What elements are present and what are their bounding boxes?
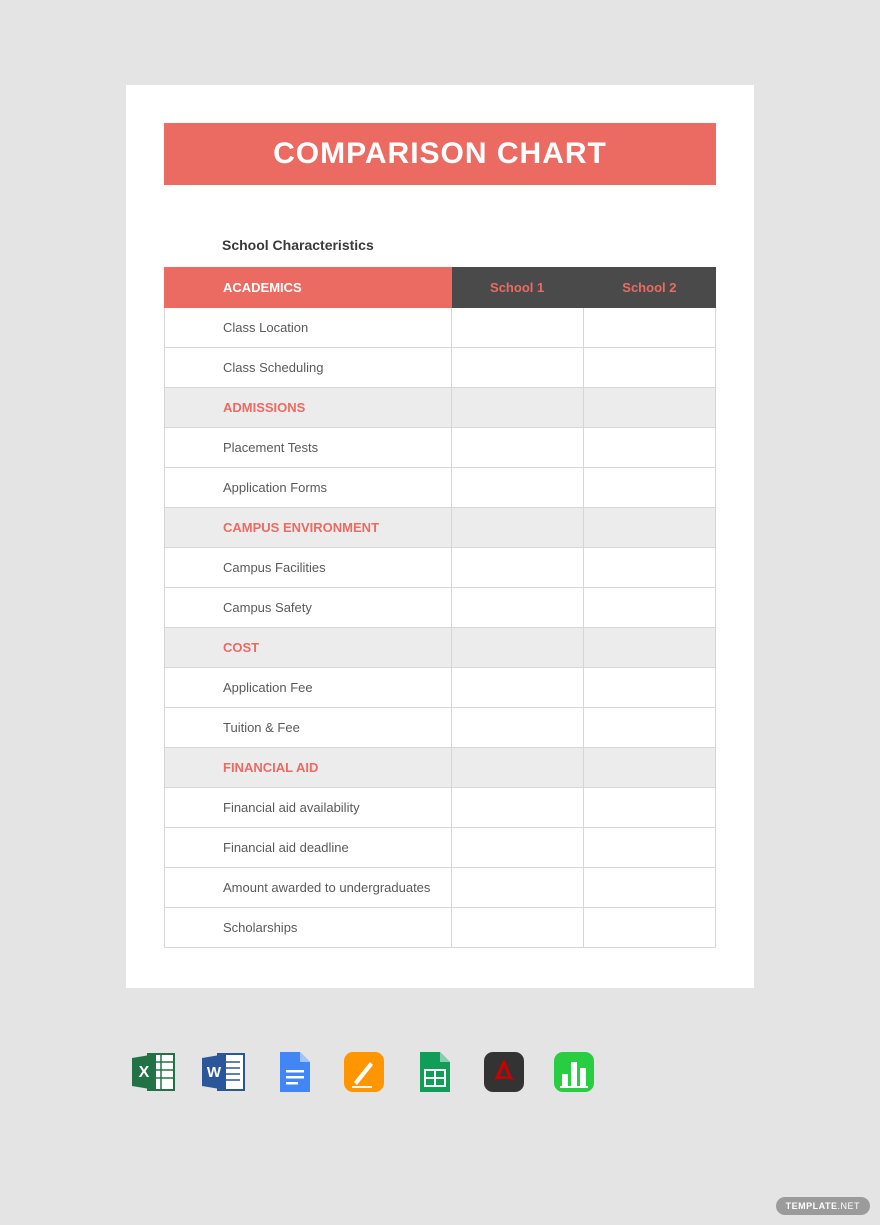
row-label: Amount awarded to undergraduates [165, 868, 452, 908]
table-row: Tuition & Fee [165, 708, 716, 748]
row-label: Application Forms [165, 468, 452, 508]
table-row: Placement Tests [165, 428, 716, 468]
cell-school2 [583, 308, 715, 348]
row-label: Tuition & Fee [165, 708, 452, 748]
svg-text:W: W [207, 1064, 222, 1081]
row-label: Scholarships [165, 908, 452, 948]
cell-school1 [451, 908, 583, 948]
row-label: Class Location [165, 308, 452, 348]
row-label: CAMPUS ENVIRONMENT [165, 508, 452, 548]
cell-school1 [451, 588, 583, 628]
word-icon[interactable]: W [200, 1048, 248, 1096]
cell-school1 [451, 788, 583, 828]
table-row: Class Location [165, 308, 716, 348]
table-row: Application Fee [165, 668, 716, 708]
header-school2: School 2 [583, 268, 715, 308]
header-academics: ACADEMICS [165, 268, 452, 308]
cell-school2 [583, 548, 715, 588]
row-label: Financial aid deadline [165, 828, 452, 868]
table-row: Campus Safety [165, 588, 716, 628]
google-sheets-icon[interactable] [410, 1048, 458, 1096]
cell-school1 [451, 468, 583, 508]
table-row: Campus Facilities [165, 548, 716, 588]
row-label: Campus Facilities [165, 548, 452, 588]
table-row: Financial aid availability [165, 788, 716, 828]
cell-school1 [451, 828, 583, 868]
row-label: Placement Tests [165, 428, 452, 468]
cell-school2 [583, 468, 715, 508]
cell-school2 [583, 748, 715, 788]
cell-school2 [583, 588, 715, 628]
cell-school1 [451, 428, 583, 468]
header-school1: School 1 [451, 268, 583, 308]
row-label: Application Fee [165, 668, 452, 708]
cell-school2 [583, 348, 715, 388]
table-row: Scholarships [165, 908, 716, 948]
table-row: Class Scheduling [165, 348, 716, 388]
table-row: Amount awarded to undergraduates [165, 868, 716, 908]
pages-icon[interactable] [340, 1048, 388, 1096]
cell-school2 [583, 668, 715, 708]
cell-school1 [451, 628, 583, 668]
format-icon-row: X W [130, 1048, 880, 1096]
cell-school2 [583, 508, 715, 548]
table-row: Application Forms [165, 468, 716, 508]
row-label: Campus Safety [165, 588, 452, 628]
cell-school1 [451, 388, 583, 428]
cell-school1 [451, 348, 583, 388]
google-docs-icon[interactable] [270, 1048, 318, 1096]
cell-school1 [451, 308, 583, 348]
cell-school1 [451, 548, 583, 588]
template-page: COMPARISON CHART School Characteristics … [126, 85, 754, 988]
cell-school2 [583, 788, 715, 828]
cell-school2 [583, 428, 715, 468]
section-row: ADMISSIONS [165, 388, 716, 428]
cell-school2 [583, 628, 715, 668]
cell-school1 [451, 748, 583, 788]
page-title: COMPARISON CHART [164, 123, 716, 185]
cell-school1 [451, 668, 583, 708]
watermark-badge: TEMPLATE.NET [776, 1197, 870, 1215]
table-row: Financial aid deadline [165, 828, 716, 868]
cell-school2 [583, 908, 715, 948]
table-subtitle: School Characteristics [222, 237, 716, 253]
comparison-table: ACADEMICS School 1 School 2 Class Locati… [164, 267, 716, 948]
row-label: Financial aid availability [165, 788, 452, 828]
excel-icon[interactable]: X [130, 1048, 178, 1096]
cell-school2 [583, 828, 715, 868]
section-row: COST [165, 628, 716, 668]
numbers-icon[interactable] [550, 1048, 598, 1096]
row-label: COST [165, 628, 452, 668]
cell-school1 [451, 708, 583, 748]
row-label: Class Scheduling [165, 348, 452, 388]
row-label: FINANCIAL AID [165, 748, 452, 788]
pdf-icon[interactable] [480, 1048, 528, 1096]
table-header-row: ACADEMICS School 1 School 2 [165, 268, 716, 308]
cell-school1 [451, 508, 583, 548]
row-label: ADMISSIONS [165, 388, 452, 428]
svg-text:X: X [139, 1064, 150, 1081]
cell-school2 [583, 708, 715, 748]
cell-school2 [583, 388, 715, 428]
section-row: CAMPUS ENVIRONMENT [165, 508, 716, 548]
section-row: FINANCIAL AID [165, 748, 716, 788]
cell-school2 [583, 868, 715, 908]
cell-school1 [451, 868, 583, 908]
